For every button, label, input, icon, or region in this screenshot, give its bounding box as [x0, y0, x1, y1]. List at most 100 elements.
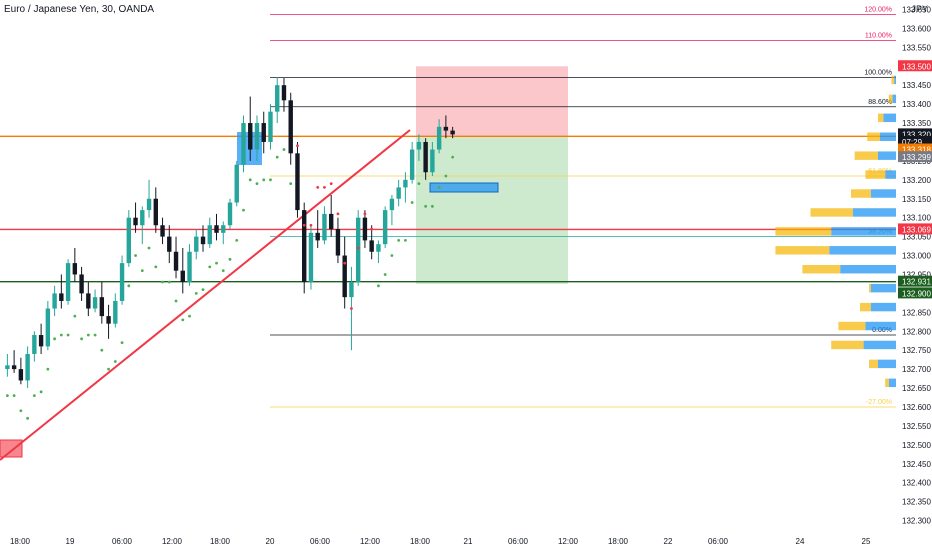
y-tick-label: 132.550 [902, 422, 931, 431]
candle-body [396, 187, 401, 199]
candle-body [140, 210, 145, 226]
sar-dot [12, 394, 16, 398]
sar-dot [370, 227, 374, 231]
candle-body [254, 123, 260, 150]
sar-dot [302, 223, 306, 227]
fib-level-label: -27.00% [866, 399, 892, 406]
fib-level-label: 100.00% [864, 70, 892, 77]
y-tick-label: 133.400 [902, 100, 931, 109]
sar-dot [39, 390, 43, 394]
sar-dot [356, 246, 360, 250]
x-tick-label: 18:00 [210, 537, 231, 546]
volume-profile-buy-bar [840, 265, 896, 274]
candle-body [430, 149, 435, 173]
volume-profile-buy-bar [831, 227, 896, 236]
fib-level-label: 120.00% [864, 6, 892, 13]
volume-profile-sell-bar [885, 378, 889, 388]
sar-dot [329, 182, 333, 186]
volume-profile-buy-bar [863, 340, 896, 350]
candle-body [194, 236, 199, 252]
candle-body [173, 251, 179, 271]
x-tick-label: 20 [266, 537, 275, 546]
sar-dot [5, 394, 9, 398]
sar-dot [66, 333, 70, 337]
y-tick-label: 133.650 [902, 5, 931, 14]
candle-body [443, 126, 449, 131]
sar-dot [350, 307, 353, 310]
candle-body [416, 141, 422, 150]
sar-dot [255, 182, 259, 186]
price-label-tag [898, 143, 932, 155]
candle-body [52, 293, 57, 309]
sar-dot [93, 333, 97, 337]
fib-level-label: 0.00% [872, 327, 892, 334]
sar-dot [397, 238, 401, 242]
price-label-text: 133.299 [902, 153, 931, 162]
volume-profile-sell-bar [860, 302, 871, 312]
volume-profile-buy-bar [878, 151, 896, 160]
price-axis [896, 0, 932, 550]
candle-body [133, 217, 138, 226]
y-tick-label: 132.850 [902, 308, 931, 317]
candle-body [349, 282, 354, 298]
sar-dot [451, 155, 455, 159]
candle-body [355, 217, 361, 283]
order-block [0, 439, 23, 458]
sar-dot [410, 201, 414, 204]
volume-profile-buy-bar [892, 94, 896, 104]
y-tick-label: 132.350 [902, 498, 931, 507]
x-tick-label: 06:00 [508, 537, 529, 546]
x-tick-label: 06:00 [310, 537, 331, 546]
candle-body [106, 316, 111, 324]
volume-profile-sell-bar [810, 208, 853, 217]
y-tick-label: 133.150 [902, 195, 931, 204]
sar-dot [235, 238, 239, 242]
sar-dot [343, 261, 347, 265]
x-tick-label: 18:00 [410, 537, 431, 546]
candle-body [72, 263, 78, 275]
candle-body [241, 123, 246, 165]
price-label-tag [898, 275, 932, 287]
volume-profile-buy-bar [883, 113, 896, 123]
sar-dot [201, 288, 205, 292]
sar-dot [242, 208, 245, 212]
sar-dot [73, 314, 77, 318]
y-tick-label: 133.600 [902, 24, 931, 33]
price-label-tag [898, 60, 932, 72]
candle-body [268, 111, 273, 142]
candle-body [59, 293, 64, 301]
candle-body [167, 236, 172, 252]
sar-dot [167, 280, 171, 284]
candle-body [275, 85, 280, 112]
volume-profile-sell-bar [854, 151, 878, 160]
fib-level-label: 110.00% [865, 33, 892, 40]
y-tick-label: 133.450 [902, 81, 931, 90]
volume-profile-buy-bar [852, 208, 896, 217]
candle-body [389, 198, 395, 211]
sar-dot [59, 333, 63, 337]
x-tick-label: 06:00 [112, 537, 133, 546]
sar-dot [127, 284, 131, 288]
candle-body [302, 210, 307, 283]
sar-dot [19, 409, 23, 413]
candle-body [11, 365, 17, 370]
sar-dot [309, 223, 313, 227]
volume-profile-sell-bar [851, 189, 871, 198]
volume-profile-sell-bar [878, 113, 884, 123]
candle-body [38, 335, 44, 347]
y-tick-label: 132.400 [902, 479, 931, 488]
price-label-tag [898, 287, 932, 299]
x-tick-label: 12:00 [162, 537, 183, 546]
sar-dot [174, 299, 178, 303]
candle-body [362, 217, 368, 241]
sar-dot [46, 367, 50, 371]
sar-dot [228, 257, 232, 261]
candle-body [281, 85, 287, 101]
sar-dot [275, 155, 279, 159]
candle-body [261, 123, 266, 142]
sar-dot [417, 182, 421, 186]
volume-profile-sell-bar [802, 265, 841, 274]
sar-dot [86, 333, 90, 337]
volume-profile-buy-bar [888, 378, 896, 388]
